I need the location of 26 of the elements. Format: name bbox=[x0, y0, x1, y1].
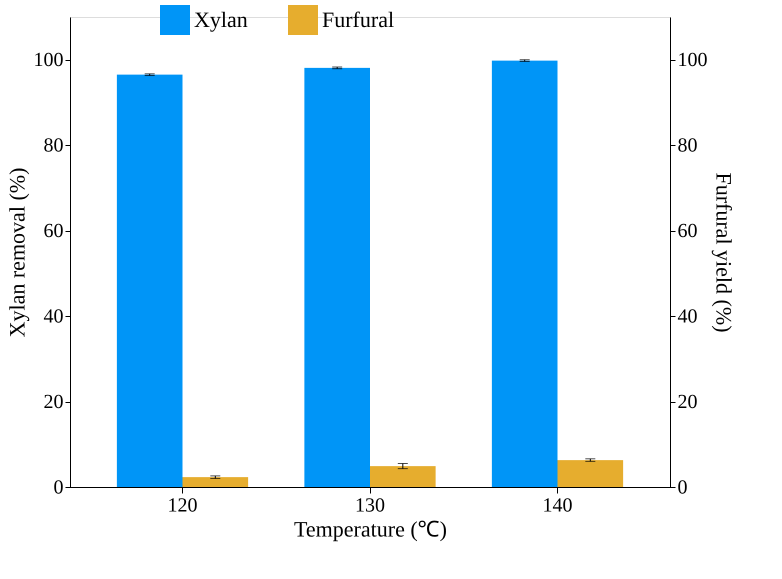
x-tick-label: 120 bbox=[168, 494, 198, 516]
y2-axis-title: Furfural yield (%) bbox=[712, 172, 736, 333]
bar bbox=[370, 466, 436, 487]
y-axis-title: Xylan removal (%) bbox=[4, 168, 30, 338]
y2-tick-label: 60 bbox=[678, 220, 698, 242]
bar bbox=[182, 477, 248, 487]
y2-tick-label: 0 bbox=[678, 476, 688, 498]
y2-tick-label: 80 bbox=[678, 134, 698, 157]
bar bbox=[304, 68, 370, 487]
y-tick-label: 40 bbox=[44, 306, 64, 328]
legend-label: Xylan bbox=[194, 7, 248, 32]
y-tick-label: 60 bbox=[44, 220, 64, 242]
bar bbox=[558, 460, 624, 487]
y2-tick-label: 40 bbox=[678, 306, 698, 328]
x-tick-label: 130 bbox=[355, 494, 385, 516]
x-axis-title: Temperature (℃) bbox=[294, 516, 447, 542]
y-tick-label: 20 bbox=[44, 391, 64, 414]
x-tick-label: 140 bbox=[542, 494, 572, 516]
y-tick-label: 0 bbox=[54, 476, 64, 498]
y-tick-label: 80 bbox=[44, 134, 64, 157]
bar bbox=[492, 60, 558, 487]
y2-tick-label: 100 bbox=[678, 49, 708, 72]
y2-tick-label: 20 bbox=[678, 391, 698, 414]
bar bbox=[116, 74, 182, 487]
legend-label: Furfural bbox=[322, 7, 394, 32]
y-tick-label: 100 bbox=[34, 49, 64, 72]
